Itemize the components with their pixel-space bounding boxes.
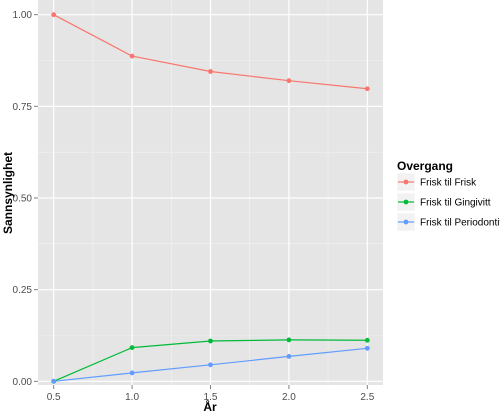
legend: Overgang Frisk til Frisk Frisk til Gingiv… [396, 159, 500, 232]
x-tick-label: 1.5 [204, 392, 218, 403]
data-point-frisk-til-periodontitt [129, 370, 135, 376]
legend-label: Frisk til Frisk [420, 178, 477, 189]
data-point-frisk-til-periodontitt [208, 362, 213, 368]
data-point-frisk-til-periodontitt [364, 345, 370, 351]
y-tick-label: 0.00 [13, 377, 33, 388]
legend-key-point [403, 199, 409, 205]
data-point-frisk-til-frisk [51, 12, 57, 18]
data-point-frisk-til-frisk [129, 53, 135, 59]
x-tick-label: 2.0 [282, 392, 296, 403]
data-point-frisk-til-periodontitt [286, 354, 292, 359]
series-layer [51, 12, 370, 384]
y-tick-label: 0.25 [13, 285, 33, 296]
y-tick-label: 0.75 [13, 102, 33, 113]
legend-label: Frisk til Periodontitt [420, 218, 500, 229]
legend-label: Frisk til Gingivitt [420, 198, 491, 209]
legend-item-frisk-til-gingivitt: Frisk til Gingivitt [396, 192, 491, 212]
data-point-frisk-til-frisk [286, 78, 292, 84]
x-tick-label: 2.5 [360, 392, 374, 403]
data-point-frisk-til-periodontitt [51, 378, 57, 384]
y-tick-label: 0.50 [13, 194, 33, 205]
legend-item-frisk-til-frisk: Frisk til Frisk [396, 172, 477, 192]
major-gridlines [38, 0, 383, 385]
data-point-frisk-til-gingivitt [208, 338, 213, 344]
y-axis-ticks: 0.00 0.25 0.50 0.75 1.00 [13, 10, 38, 388]
y-tick-label: 1.00 [13, 10, 33, 21]
data-point-frisk-til-gingivitt [129, 345, 135, 350]
legend-title: Overgang [397, 159, 453, 173]
data-point-frisk-til-frisk [364, 86, 370, 92]
data-point-frisk-til-frisk [208, 69, 213, 74]
legend-item-frisk-til-periodontitt: Frisk til Periodontitt [396, 212, 500, 232]
x-tick-label: 1.0 [125, 392, 139, 403]
legend-key-point [403, 219, 409, 225]
x-axis-ticks: 0.5 1.0 1.5 2.0 2.5 [47, 385, 375, 403]
data-point-frisk-til-gingivitt [286, 337, 292, 343]
data-point-frisk-til-gingivitt [364, 337, 370, 343]
x-tick-label: 0.5 [47, 392, 61, 403]
legend-key-point [403, 179, 409, 185]
x-axis-title: År [203, 399, 217, 414]
y-axis-title: Sannsynlighet [1, 152, 15, 234]
